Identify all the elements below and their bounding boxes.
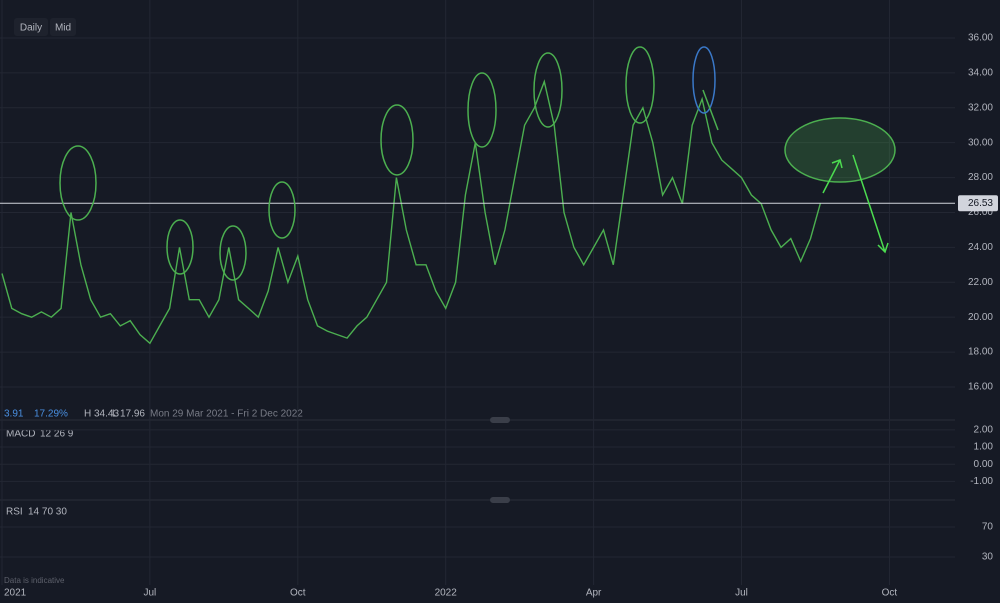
- annotation-arrow: [822, 159, 843, 194]
- stat-range: Mon 29 Mar 2021 - Fri 2 Dec 2022: [150, 409, 303, 420]
- y-tick-label: 20.00: [968, 312, 993, 323]
- x-tick-label: Oct: [882, 588, 898, 599]
- pane-handle[interactable]: [490, 497, 510, 503]
- rsi-title: RSI: [6, 507, 23, 518]
- price-type-label[interactable]: Mid: [55, 23, 71, 34]
- macd-params: 12 26 9: [40, 429, 74, 440]
- interval-label[interactable]: Daily: [20, 23, 42, 34]
- y-tick-label: 0.00: [974, 459, 994, 470]
- x-tick-label: 2022: [435, 588, 458, 599]
- y-tick-label: 30.00: [968, 137, 993, 148]
- x-tick-label: Apr: [586, 588, 602, 599]
- stat-change: 3.91: [4, 409, 24, 420]
- annotation-ellipse: [59, 145, 97, 221]
- y-tick-label: 30: [982, 552, 994, 563]
- annotation-ellipse: [784, 117, 896, 183]
- interval-button[interactable]: [14, 18, 48, 36]
- y-tick-label: 1.00: [974, 442, 994, 453]
- annotation-ellipse: [166, 219, 194, 275]
- y-tick-label: 70: [982, 522, 994, 533]
- x-tick-label: Oct: [290, 588, 306, 599]
- y-tick-label: 16.00: [968, 382, 993, 393]
- x-tick-label: Jul: [143, 588, 156, 599]
- annotation-ellipse: [533, 52, 563, 128]
- y-tick-label: 32.00: [968, 102, 993, 113]
- annotation-ellipse: [219, 225, 247, 281]
- y-tick-label: -1.00: [970, 476, 993, 487]
- macd-title: MACD: [6, 429, 35, 440]
- x-tick-label: Jul: [735, 588, 748, 599]
- y-tick-label: 26.00: [968, 207, 993, 218]
- y-tick-label: 2.00: [974, 425, 994, 436]
- stat-high: H 34.43: [84, 409, 119, 420]
- pane-handle[interactable]: [490, 417, 510, 423]
- y-tick-label: 22.00: [968, 277, 993, 288]
- y-tick-label: 34.00: [968, 68, 993, 79]
- annotation-ellipse: [380, 104, 414, 176]
- annotation-line: [702, 89, 719, 131]
- annotation-ellipse: [268, 181, 296, 239]
- stat-percent: 17.29%: [34, 409, 68, 420]
- last-price-label: 26.53: [968, 198, 993, 209]
- price-line: [1, 79, 822, 345]
- annotation-ellipse: [692, 46, 716, 114]
- y-tick-label: 18.00: [968, 347, 993, 358]
- annotations: [59, 46, 896, 281]
- annotation-ellipse: [467, 72, 497, 148]
- annotation-ellipse: [625, 46, 655, 124]
- annotation-arrow: [852, 154, 889, 254]
- price-type-button[interactable]: [50, 18, 76, 36]
- footer-note: Data is indicative: [4, 576, 65, 585]
- y-tick-label: 28.00: [968, 172, 993, 183]
- x-tick-label: 2021: [4, 588, 27, 599]
- y-tick-label: 36.00: [968, 33, 993, 44]
- rsi-params: 14 70 30: [28, 507, 67, 518]
- last-price-tag: [958, 195, 998, 212]
- stat-low: L 17.96: [112, 409, 145, 420]
- y-tick-label: 24.00: [968, 242, 993, 253]
